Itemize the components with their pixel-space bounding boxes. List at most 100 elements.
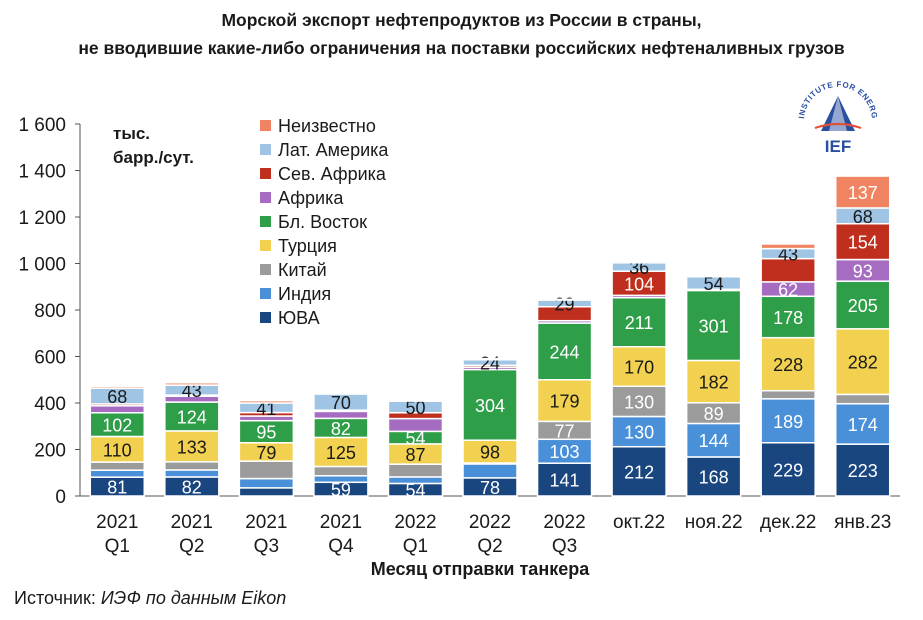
- source-note: Источник: ИЭФ по данным Eikon: [14, 588, 286, 609]
- bar-segment: [760, 336, 816, 392]
- legend-label: Бл. Восток: [278, 212, 367, 232]
- legend-swatch: [260, 240, 271, 251]
- y-axis-unit-label: тыс.: [113, 124, 150, 143]
- data-label: 43: [182, 381, 202, 401]
- x-tick-label: 2021: [245, 512, 287, 533]
- bar-segment: [834, 222, 891, 261]
- data-label: 223: [848, 461, 878, 481]
- legend-swatch: [260, 288, 271, 299]
- data-label: 24: [480, 354, 500, 374]
- chart-title-line-1: Морской экспорт нефтепродуктов из России…: [221, 10, 702, 30]
- data-label: 68: [853, 207, 873, 227]
- data-label: 104: [624, 274, 654, 294]
- bar-segment: [387, 463, 444, 478]
- logo-text: IEF: [825, 137, 851, 156]
- data-label: 141: [550, 471, 580, 491]
- y-tick-label: 1 000: [18, 255, 66, 276]
- bar-segment: [760, 398, 816, 444]
- bar-segment: [89, 469, 146, 478]
- data-label: 102: [102, 416, 132, 436]
- ief-logo-icon: INSTITUTE FOR ENERGY AND FINANCE IEF: [790, 69, 879, 156]
- bar-segment: [164, 461, 220, 471]
- x-tick-label: ноя.22: [685, 512, 743, 533]
- data-label: 228: [773, 355, 803, 375]
- data-label: 282: [848, 353, 878, 373]
- y-tick-label: 400: [34, 394, 66, 415]
- data-label: 229: [773, 460, 803, 480]
- data-label: 211: [625, 313, 654, 333]
- legend-swatch: [260, 216, 271, 227]
- bar-segment: [238, 460, 295, 480]
- data-label: 50: [405, 398, 425, 418]
- data-label: 70: [331, 393, 351, 413]
- bar-segment: [238, 399, 295, 404]
- bar-segment: [536, 298, 593, 301]
- data-label: 93: [853, 261, 873, 281]
- bar-segment: [313, 465, 369, 477]
- legend-label: Китай: [278, 260, 327, 280]
- bar-segment: [685, 422, 742, 458]
- data-label: 301: [699, 316, 729, 336]
- bar-segment: [462, 368, 518, 441]
- x-tick-label: Q4: [328, 536, 354, 557]
- legend-label: Индия: [278, 284, 331, 304]
- x-tick-label: Q3: [254, 536, 279, 557]
- data-label: 178: [773, 308, 803, 328]
- data-label: 98: [480, 443, 500, 463]
- legend-label: Турция: [278, 236, 337, 256]
- y-tick-label: 800: [34, 301, 66, 322]
- bar-segment: [834, 328, 891, 396]
- data-label: 304: [475, 396, 505, 416]
- bar-segment: [611, 296, 667, 348]
- bar-segment: [313, 392, 369, 395]
- x-tick-label: Q2: [477, 536, 502, 557]
- x-tick-label: дек.22: [760, 512, 816, 533]
- data-label: 54: [704, 274, 724, 294]
- x-tick-label: окт.22: [613, 512, 665, 533]
- bar-segment: [89, 461, 146, 471]
- data-label: 68: [107, 387, 127, 407]
- legend-label: Африка: [278, 188, 344, 208]
- data-label: 212: [624, 462, 654, 482]
- bar-segment: [760, 442, 816, 497]
- bar-segment: [238, 487, 295, 497]
- data-label: 89: [704, 404, 724, 424]
- bar-segment: [685, 275, 742, 278]
- x-tick-label: 2022: [394, 512, 436, 533]
- y-tick-label: 1 200: [18, 208, 66, 229]
- bar-segment: [611, 445, 667, 497]
- data-label: 170: [624, 357, 654, 377]
- source-prefix: Источник:: [14, 588, 101, 608]
- data-label: 137: [848, 183, 878, 203]
- data-label: 130: [624, 423, 654, 443]
- source-text: ИЭФ по данным Eikon: [100, 588, 287, 608]
- data-label: 78: [480, 478, 500, 498]
- bar-segment: [611, 270, 667, 297]
- legend-swatch: [260, 312, 271, 323]
- bar-segment: [387, 417, 444, 433]
- x-tick-label: Q2: [179, 536, 204, 557]
- bar-segment: [387, 476, 444, 485]
- bar-segment: [164, 401, 220, 432]
- ief-logo: INSTITUTE FOR ENERGY AND FINANCE IEF: [790, 69, 883, 166]
- x-tick-label: Q1: [105, 536, 130, 557]
- legend-swatch: [260, 168, 271, 179]
- data-label: 182: [699, 373, 729, 393]
- y-tick-label: 1 400: [18, 162, 66, 183]
- bar-segment: [834, 443, 891, 497]
- legend-swatch: [260, 192, 271, 203]
- bar-segment: [313, 475, 369, 484]
- y-tick-label: 600: [34, 348, 66, 369]
- data-label: 189: [773, 412, 803, 432]
- data-label: 244: [550, 342, 580, 362]
- bar-segment: [164, 469, 220, 478]
- bar-segment: [611, 415, 667, 448]
- data-label: 95: [256, 423, 276, 443]
- data-label: 87: [405, 445, 425, 465]
- data-label: 205: [848, 296, 878, 316]
- data-label: 110: [103, 440, 132, 460]
- data-label: 43: [778, 245, 798, 265]
- bar-segment: [611, 345, 667, 388]
- y-tick-label: 1 600: [18, 115, 66, 136]
